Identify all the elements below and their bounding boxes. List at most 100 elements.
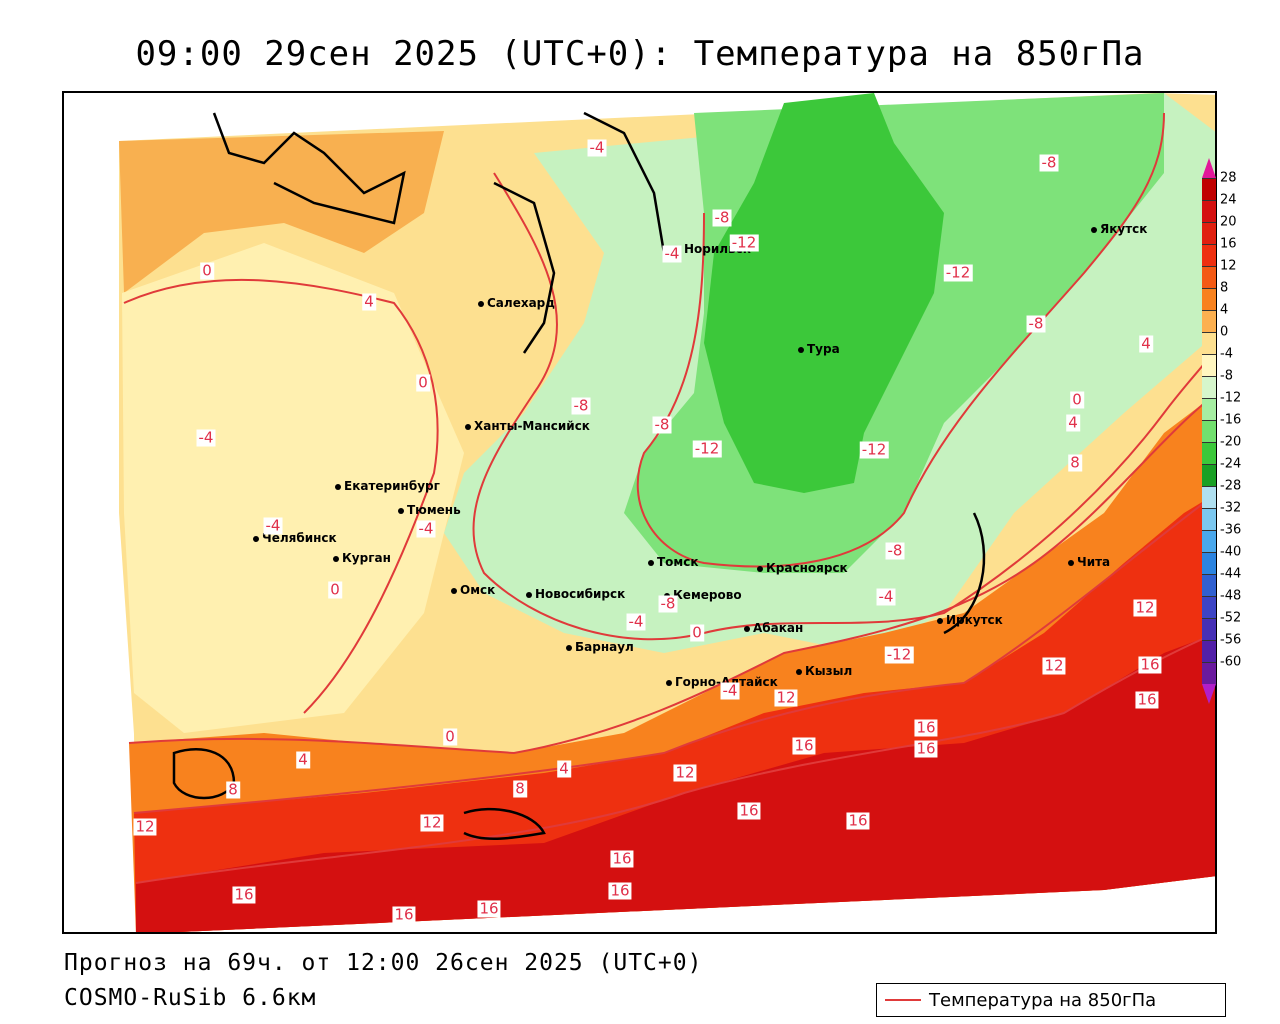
city-khanty-mansiysk: Ханты-Мансийск [465,419,590,433]
colorbar-cell [1202,596,1216,618]
colorbar-top-arrow [1202,158,1216,178]
map-legend: Температура на 850гПа [876,983,1226,1017]
colorbar-cell [1202,530,1216,552]
colorbar-cell [1202,354,1216,376]
temperature-map[interactable]: Норильск Якутск Салехард Тура Ханты-Манс… [62,91,1217,934]
colorbar-cell [1202,310,1216,332]
contour-label: 8 [1068,453,1082,472]
contour-label: 12 [133,817,157,836]
contour-label: 12 [1133,598,1157,617]
contour-label: 16 [737,801,761,820]
city-barnaul: Барнаул [566,640,634,654]
city-kyzyl: Кызыл [796,664,852,678]
mild-zone-west [122,243,464,733]
contour-label: -4 [626,612,646,631]
contour-label: -4 [196,428,216,447]
isotherm-line-swatch [885,999,921,1001]
city-salekhard: Салехард [478,296,555,310]
contour-label: 0 [443,727,457,746]
colorbar-tick-label: 16 [1220,236,1237,252]
contour-label: 16 [610,849,634,868]
contour-label: 0 [690,623,704,642]
colorbar-cell [1202,332,1216,354]
colorbar-cell [1202,376,1216,398]
contour-label: 0 [1070,390,1084,409]
contour-label: -4 [587,138,607,157]
colorbar-cell [1202,398,1216,420]
contour-label: -4 [720,681,740,700]
contour-label: 4 [1066,413,1080,432]
colorbar-tick-label: -40 [1220,544,1242,560]
contour-label: -12 [884,645,914,664]
city-yekaterinburg: Екатеринбург [335,479,440,493]
page-title: 09:00 29сен 2025 (UTC+0): Температура на… [135,34,1145,74]
colorbar-cell [1202,640,1216,662]
contour-label: 16 [392,905,416,924]
colorbar-tick-label: -44 [1220,566,1242,582]
contour-label: -8 [1039,153,1059,172]
city-tomsk: Томск [648,555,699,569]
contour-label: -8 [1026,314,1046,333]
colorbar-tick-label: -52 [1220,610,1242,626]
contour-label: -8 [658,594,678,613]
warm-zone-south-3 [136,633,1215,932]
city-novosibirsk: Новосибирск [526,587,625,601]
colorbar-tick-label: 4 [1220,302,1229,318]
contour-label: -8 [571,396,591,415]
contour-label: -8 [652,415,672,434]
city-kurgan: Курган [333,551,391,565]
colorbar-tick-label: -8 [1220,368,1233,384]
colorbar-tick-label: -56 [1220,632,1242,648]
colorbar-cell [1202,552,1216,574]
colorbar-tick-label: -4 [1220,346,1233,362]
contour-label: 4 [296,750,310,769]
contour-label: 16 [477,899,501,918]
contour-label: -4 [416,519,436,538]
contour-label: 16 [232,885,256,904]
contour-label: 16 [1138,655,1162,674]
contour-label: 0 [328,580,342,599]
isotherms [123,112,1215,884]
colorbar-tick-label: -12 [1220,390,1242,406]
city-krasnoyarsk: Красноярск [757,561,848,575]
forecast-caption: Прогноз на 69ч. от 12:00 26сен 2025 (UTC… [64,950,703,976]
city-tura: Тура [798,342,840,356]
colorbar-cell [1202,662,1216,684]
contour-label: 16 [608,881,632,900]
colorbar-tick-label: 8 [1220,280,1229,296]
contour-label: 16 [914,718,938,737]
colorbar-tick-label: 28 [1220,170,1237,186]
contour-label: -4 [876,587,896,606]
contour-label: 16 [792,736,816,755]
contour-label: -12 [729,233,759,252]
contour-label: -4 [263,516,283,535]
colorbar-tick-label: 0 [1220,324,1229,340]
colorbar-tick-label: -28 [1220,478,1242,494]
contour-label: -4 [662,244,682,263]
contour-label: 0 [200,261,214,280]
colorbar-cell [1202,244,1216,266]
contour-label: 4 [1139,334,1153,353]
contour-label: -12 [859,440,889,459]
colorbar-bottom-arrow [1202,684,1216,704]
model-caption: COSMO-RuSib 6.6км [64,985,317,1011]
contour-label: -8 [712,208,732,227]
contour-label: 4 [362,292,376,311]
colorbar-tick-label: -60 [1220,654,1242,670]
contour-label: -12 [943,263,973,282]
city-chita: Чита [1068,555,1110,569]
city-yakutsk: Якутск [1091,222,1147,236]
city-kemerovo: Кемерово [664,588,742,602]
contour-label: 8 [226,780,240,799]
legend-label: Температура на 850гПа [929,989,1157,1011]
city-tyumen: Тюмень [398,503,461,517]
contour-label: 16 [914,739,938,758]
colorbar-cell [1202,288,1216,310]
contour-label: 4 [557,759,571,778]
colorbar-cell [1202,508,1216,530]
contour-label: 16 [846,811,870,830]
warm-zone-north [119,131,444,293]
map-canvas [119,93,1215,932]
colorbar-tick-label: 12 [1220,258,1237,274]
contour-label: -12 [692,439,722,458]
